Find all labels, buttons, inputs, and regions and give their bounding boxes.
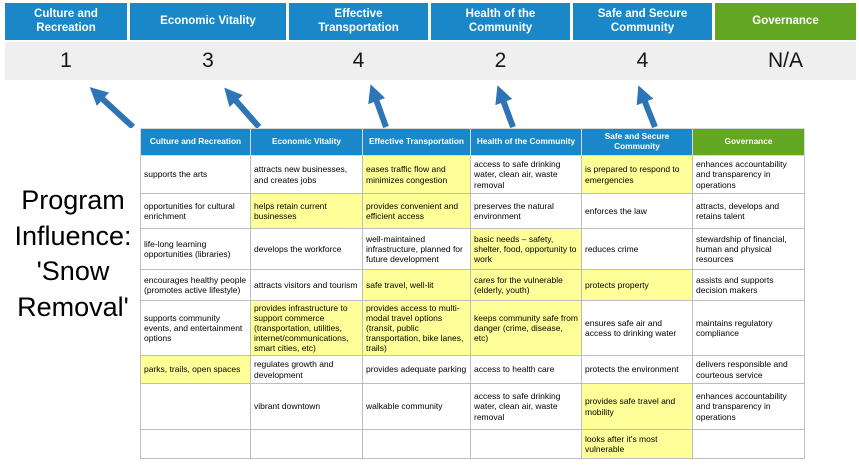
table-cell: ensures safe air and access to drinking … [581,300,693,356]
table-cell: enhances accountability and transparency… [692,383,805,430]
table-cell: supports community events, and entertain… [140,300,251,356]
table-row: supports the arts attracts new businesses… [140,155,805,194]
table-cell: maintains regulatory compliance [692,300,805,356]
scoreboard-header-governance: Governance [715,3,856,40]
scoreboard-header-culture-and-recreation: Culture and Recreation [5,3,127,40]
scoreboard-score-strip: 1 3 4 2 4 N/A [5,42,856,80]
table-header: Economic Vitality [250,128,363,156]
table-header: Effective Transportation [362,128,471,156]
table-header: Health of the Community [470,128,582,156]
table-cell [140,383,251,430]
score-effective-transportation: 4 [352,49,365,72]
table-cell-highlighted: provides infrastructure to support comme… [250,300,363,356]
scoreboard-headers: Culture and Recreation Economic Vitality… [5,3,856,40]
table-row: parks, trails, open spaces regulates grow… [140,355,805,384]
table-cell: access to safe drinking water, clean air… [470,383,582,430]
score-health-of-the-community: 2 [494,49,507,72]
table-cell: attracts, develops and retains talent [692,193,805,229]
table-cell: assists and supports decision makers [692,269,805,301]
table-cell: regulates growth and development [250,355,363,384]
table-cell-highlighted: looks after it's most vulnerable [581,429,693,459]
table-cell: encourages healthy people (promotes acti… [140,269,251,301]
score-culture-and-recreation: 1 [60,49,72,72]
table-cell-highlighted: is prepared to respond to emergencies [581,155,693,194]
table-cell: preserves the natural environment [470,193,582,229]
table-cell-highlighted: eases traffic flow and minimizes congest… [362,155,471,194]
table-cell: access to safe drinking water, clean air… [470,155,582,194]
table-cell: stewardship of financial, human and phys… [692,228,805,270]
table-cell [470,429,582,459]
table-header-row: Culture and Recreation Economic Vitality E… [140,128,805,156]
table-row: encourages healthy people (promotes acti… [140,269,805,301]
table-row: looks after it's most vulnerable [140,429,805,459]
scoreboard-header-safe-and-secure-community: Safe and Secure Community [573,3,712,40]
table-cell: attracts visitors and tourism [250,269,363,301]
table-cell: reduces crime [581,228,693,270]
table-cell: walkable community [362,383,471,430]
table-cell-highlighted: protects property [581,269,693,301]
table-cell: develops the workforce [250,228,363,270]
scoreboard-header-effective-transportation: Effective Transportation [289,3,428,40]
up-arrow-icon [224,87,262,128]
table-cell: opportunities for cultural enrichment [140,193,251,229]
table-cell: enhances accountability and transparency… [692,155,805,194]
table-cell-highlighted: cares for the vulnerable (elderly, youth… [470,269,582,301]
table-cell: supports the arts [140,155,251,194]
up-arrow-icon [636,85,658,128]
table-cell: protects the environment [581,355,693,384]
table-header: Culture and Recreation [140,128,251,156]
table-header: Governance [692,128,805,156]
table-header: Safe and Secure Community [581,128,693,156]
table-cell [140,429,251,459]
table-row: opportunities for cultural enrichment hel… [140,193,805,229]
table-cell-highlighted: helps retain current businesses [250,193,363,229]
table-cell: attracts new businesses, and creates job… [250,155,363,194]
table-cell: access to health care [470,355,582,384]
table-cell-highlighted: provides convenient and efficient access [362,193,471,229]
table-cell [692,429,805,459]
table-cell-highlighted: parks, trails, open spaces [140,355,251,384]
table-cell-highlighted: provides safe travel and mobility [581,383,693,430]
table-cell: vibrant downtown [250,383,363,430]
table-row: supports community events, and entertain… [140,300,805,356]
table-cell: provides adequate parking [362,355,471,384]
score-safe-and-secure-community: 4 [636,49,649,72]
score-governance: N/A [767,49,803,72]
table-cell: enforces the law [581,193,693,229]
score-arrows-layer [89,84,658,128]
page-title: Program Influence: 'Snow Removal' [14,185,132,322]
scoreboard: Culture and Recreation Economic Vitality… [5,3,856,80]
table-cell: well-maintained infrastructure, planned … [362,228,471,270]
table-cell [362,429,471,459]
scoreboard-header-health-of-the-community: Health of the Community [431,3,570,40]
table-cell: life-long learning opportunities (librar… [140,228,251,270]
table-row: life-long learning opportunities (librar… [140,228,805,270]
table-cell-highlighted: basic needs – safety, shelter, food, opp… [470,228,582,270]
table-cell-highlighted: safe travel, well-lit [362,269,471,301]
up-arrow-icon [89,87,136,128]
up-arrow-icon [368,84,389,128]
table-cell-highlighted: keeps community safe from danger (crime,… [470,300,582,356]
table-cell [250,429,363,459]
table-cell-highlighted: provides access to multi-modal travel op… [362,300,471,356]
influence-table: Culture and Recreation Economic Vitality E… [140,128,805,459]
score-economic-vitality: 3 [202,49,214,72]
table-row: vibrant downtown walkable community access… [140,383,805,430]
scoreboard-header-economic-vitality: Economic Vitality [130,3,286,40]
table-cell: delivers responsible and courteous servi… [692,355,805,384]
up-arrow-icon [495,85,516,128]
